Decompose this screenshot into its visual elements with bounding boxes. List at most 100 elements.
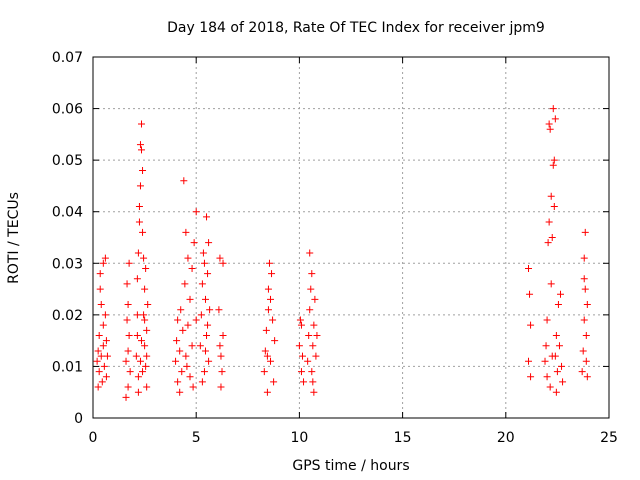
data-point-marker — [196, 342, 204, 350]
data-point-marker — [134, 249, 142, 257]
data-point-marker — [135, 218, 143, 226]
data-point-marker — [177, 306, 185, 314]
data-point-marker — [581, 228, 589, 236]
data-point-marker — [140, 311, 148, 319]
data-point-marker — [583, 301, 591, 309]
data-point-marker — [556, 290, 564, 298]
data-point-marker — [206, 306, 214, 314]
data-point-marker — [550, 156, 558, 164]
data-point-marker — [174, 378, 182, 386]
data-point-marker — [555, 342, 563, 350]
y-tick-label: 0.05 — [52, 153, 83, 169]
data-point-marker — [307, 285, 315, 293]
data-point-marker — [310, 388, 318, 396]
data-point-marker — [304, 357, 312, 365]
axis-ticks: 0 5 10 15 20 25 0 0.01 0.02 0.03 0.04 0.05 0.06 0.07 — [52, 50, 618, 446]
data-point-marker — [309, 378, 317, 386]
data-point-marker — [306, 249, 314, 257]
y-tick-label: 0.01 — [52, 359, 83, 375]
data-point-marker — [182, 228, 190, 236]
data-point-marker — [144, 301, 152, 309]
data-point-marker — [102, 337, 110, 345]
data-point-marker — [201, 295, 209, 303]
data-point-marker — [143, 352, 151, 360]
data-point-marker — [217, 383, 225, 391]
data-point-marker — [548, 352, 556, 360]
data-point-marker — [551, 115, 559, 123]
data-point-marker — [96, 285, 104, 293]
data-point-marker — [205, 239, 213, 247]
data-point-marker — [122, 393, 130, 401]
x-tick-label: 15 — [394, 430, 412, 446]
data-point-marker — [99, 342, 107, 350]
data-point-marker — [545, 120, 553, 128]
data-point-marker — [124, 383, 132, 391]
data-point-marker — [263, 388, 271, 396]
y-tick-label: 0.03 — [52, 256, 83, 272]
data-point-marker — [203, 331, 211, 339]
data-point-marker — [261, 347, 269, 355]
data-point-marker — [549, 105, 557, 113]
data-point-marker — [140, 254, 148, 262]
data-point-marker — [270, 378, 278, 386]
data-point-marker — [547, 192, 555, 200]
data-point-marker — [176, 388, 184, 396]
data-point-marker — [176, 347, 184, 355]
data-point-marker — [198, 280, 206, 288]
data-point-marker — [308, 270, 316, 278]
data-point-marker — [264, 306, 272, 314]
data-point-marker — [136, 357, 144, 365]
data-point-marker — [124, 347, 132, 355]
data-point-marker — [94, 347, 102, 355]
data-point-marker — [544, 239, 552, 247]
data-point-marker — [310, 321, 318, 329]
data-point-marker — [269, 316, 277, 324]
data-point-marker — [174, 316, 182, 324]
data-point-marker — [95, 368, 103, 376]
data-point-marker — [305, 331, 313, 339]
data-point-marker — [192, 208, 200, 216]
data-point-marker — [542, 342, 550, 350]
data-point-marker — [97, 352, 105, 360]
data-point-marker — [308, 368, 316, 376]
data-point-marker — [142, 362, 150, 370]
data-point-marker — [265, 259, 273, 267]
data-point-marker — [99, 259, 107, 267]
x-tick-label: 25 — [600, 430, 618, 446]
data-point-marker — [554, 301, 562, 309]
data-point-marker — [123, 316, 131, 324]
data-point-marker — [139, 368, 147, 376]
data-point-marker — [97, 301, 105, 309]
data-point-marker — [550, 203, 558, 211]
data-point-marker — [553, 368, 561, 376]
data-point-marker — [271, 337, 279, 345]
data-point-marker — [267, 357, 275, 365]
data-point-marker — [263, 352, 271, 360]
data-point-marker — [135, 203, 143, 211]
data-point-marker — [98, 378, 106, 386]
data-point-marker — [200, 259, 208, 267]
data-point-marker — [136, 141, 144, 149]
data-point-marker — [552, 331, 560, 339]
data-point-marker — [200, 368, 208, 376]
data-point-marker — [138, 146, 146, 154]
data-point-marker — [133, 331, 141, 339]
y-tick-label: 0.02 — [52, 308, 83, 324]
data-point-marker — [123, 280, 131, 288]
data-point-marker — [101, 254, 109, 262]
data-point-marker — [546, 383, 554, 391]
data-point-marker — [580, 275, 588, 283]
data-point-marker — [179, 326, 187, 334]
x-tick-label: 0 — [89, 430, 98, 446]
chart-title: Day 184 of 2018, Rate Of TEC Index for r… — [167, 20, 545, 36]
data-points — [93, 105, 591, 401]
data-point-marker — [312, 352, 320, 360]
data-point-marker — [125, 259, 133, 267]
x-axis-label: GPS time / hours — [292, 458, 409, 474]
data-point-marker — [95, 331, 103, 339]
data-point-marker — [582, 357, 590, 365]
data-point-marker — [122, 357, 130, 365]
data-point-marker — [583, 373, 591, 381]
data-point-marker — [268, 270, 276, 278]
data-point-marker — [559, 378, 567, 386]
